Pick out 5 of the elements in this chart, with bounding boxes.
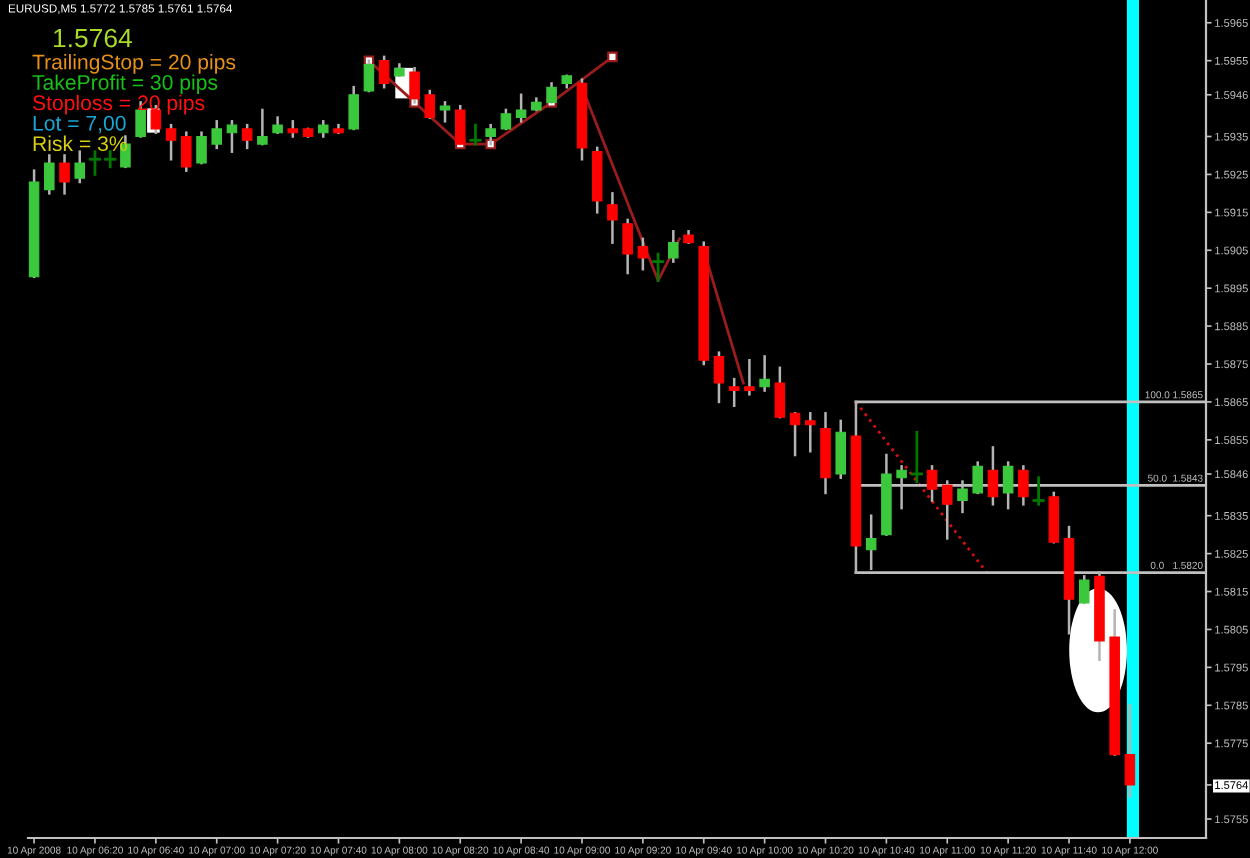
annotation: 1.5764 <box>54 28 132 48</box>
annotation: Stoploss = 20 pips <box>32 94 205 115</box>
annotation: TrailingStop = 20 pips <box>32 54 236 74</box>
annotation: Lot = 7,00 <box>33 115 126 134</box>
annotation: TakeProfit = 30 pips <box>32 74 218 95</box>
